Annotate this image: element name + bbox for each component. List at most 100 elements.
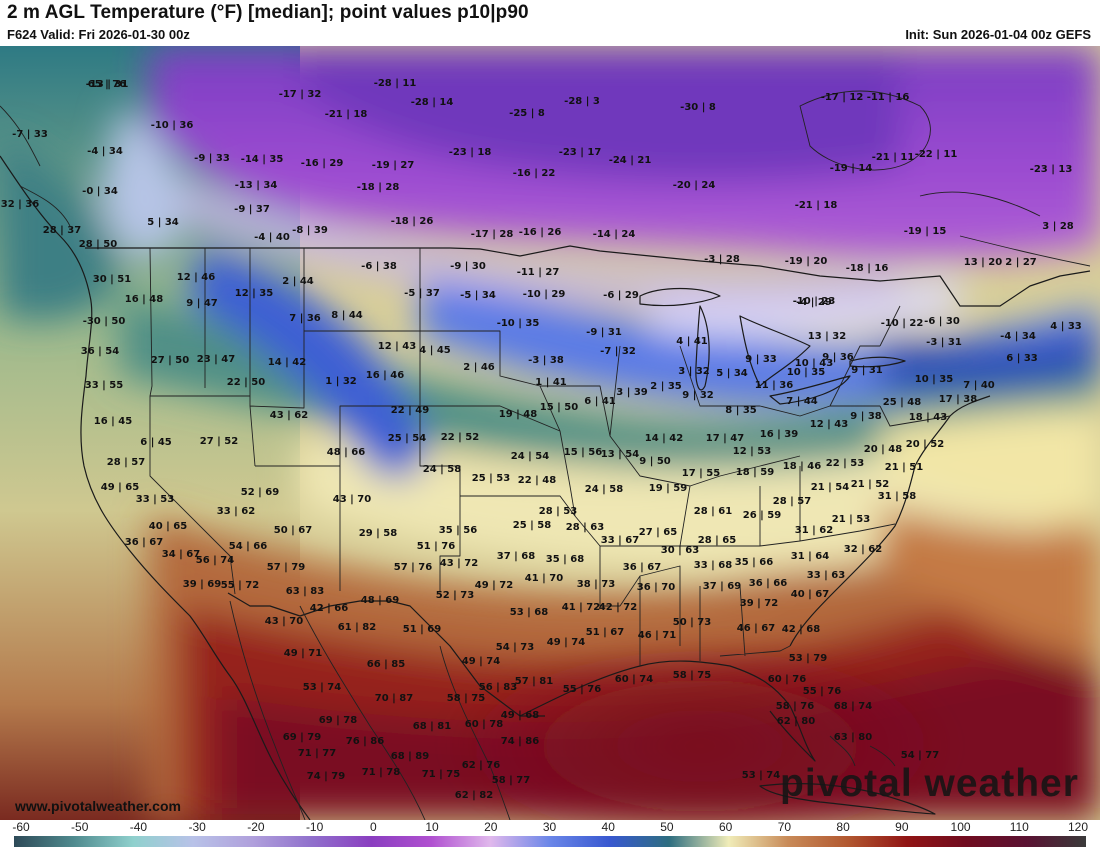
colorbar-tick: 0 <box>369 820 377 834</box>
point-value-label: 68 | 74 <box>834 701 872 712</box>
point-value-label: -10 | 23 <box>793 296 836 307</box>
point-value-label: 18 | 46 <box>783 461 821 472</box>
point-value-label: 58 | 76 <box>776 701 814 712</box>
point-value-label: 22 | 53 <box>826 458 864 469</box>
point-value-label: 17 | 55 <box>682 468 720 479</box>
point-value-label: -4 | 40 <box>254 232 290 243</box>
point-value-label: 16 | 46 <box>366 370 404 381</box>
colorbar-tick: 90 <box>895 820 909 834</box>
point-value-label: -9 | 31 <box>586 327 622 338</box>
point-value-label: -16 | 29 <box>301 158 344 169</box>
point-value-label: 35 | 66 <box>735 557 773 568</box>
point-value-label: 4 | 33 <box>1050 321 1082 332</box>
point-value-label: 33 | 62 <box>217 506 255 517</box>
point-value-label: -11 | 16 <box>867 92 910 103</box>
point-value-label: -17 | 32 <box>279 89 322 100</box>
point-value-label: 13 | 20 <box>964 257 1002 268</box>
temperature-map[interactable]: -13 | 31 -7 | 33 -10 | 36 -4 | 34 -9 | 33 -14… <box>0 46 1100 820</box>
point-value-label: -6 | 29 <box>603 290 639 301</box>
point-value-label: 8 | 35 <box>725 405 757 416</box>
point-value-label: 28 | 63 <box>566 522 604 533</box>
colorbar-tick: 40 <box>601 820 615 834</box>
colorbar-tick: 70 <box>777 820 792 834</box>
point-value-label: 16 | 39 <box>760 429 798 440</box>
point-value-label: 15 | 50 <box>540 402 578 413</box>
point-value-label: 9 | 38 <box>850 411 882 422</box>
point-value-label: 50 | 67 <box>274 525 312 536</box>
point-value-label: 53 | 74 <box>742 770 780 781</box>
point-value-label: 12 | 43 <box>378 341 416 352</box>
point-value-label: 20 | 48 <box>864 444 902 455</box>
point-value-label: 28 | 37 <box>43 225 81 236</box>
point-value-label: 43 | 62 <box>270 410 308 421</box>
point-value-label: 10 | 35 <box>787 367 825 378</box>
point-value-label: 27 | 65 <box>639 527 677 538</box>
site-url[interactable]: www.pivotalweather.com <box>15 798 181 814</box>
point-value-label: 18 | 43 <box>909 412 947 423</box>
point-value-label: -10 | 29 <box>523 289 566 300</box>
point-value-label: 5 | 34 <box>716 368 748 379</box>
colorbar-tick: 30 <box>542 820 557 834</box>
colorbar-tick: -60 <box>12 820 30 834</box>
point-value-label: 51 | 67 <box>586 627 624 638</box>
point-value-label: 12 | 43 <box>810 419 848 430</box>
point-value-label: 58 | 75 <box>673 670 711 681</box>
point-value-label: 4 | 41 <box>676 336 708 347</box>
point-value-label: 7 | 36 <box>289 313 321 324</box>
colorbar-tick: 110 <box>1009 820 1029 834</box>
point-value-label: 37 | 68 <box>497 551 535 562</box>
init-time-label: Init: Sun 2026-01-04 00z GEFS <box>905 27 1091 42</box>
point-value-label: -7 | 33 <box>12 129 48 140</box>
point-value-label: -11 | 27 <box>517 267 560 278</box>
point-value-label: 13 | 54 <box>601 449 639 460</box>
point-value-label: -25 | 8 <box>509 108 545 119</box>
point-value-label: -21 | 18 <box>795 200 838 211</box>
boundaries <box>0 90 1091 820</box>
point-value-label: 51 | 69 <box>403 624 441 635</box>
point-value-label: 25 | 48 <box>883 397 921 408</box>
point-value-label: 36 | 67 <box>623 562 661 573</box>
point-value-label: 42 | 66 <box>310 603 348 614</box>
point-value-label: 40 | 67 <box>791 589 829 600</box>
point-value-label: -3 | 38 <box>528 355 564 366</box>
point-value-label: 58 | 77 <box>492 775 530 786</box>
point-value-label: 24 | 58 <box>585 484 623 495</box>
point-value-label: 62 | 76 <box>462 760 500 771</box>
point-value-label: 24 | 54 <box>511 451 549 462</box>
map-canvas[interactable]: -13 | 31 -7 | 33 -10 | 36 -4 | 34 -9 | 33 -14… <box>0 46 1100 820</box>
point-value-label: 21 | 52 <box>851 479 889 490</box>
point-value-label: -24 | 21 <box>609 155 652 166</box>
point-value-label: 14 | 42 <box>268 357 306 368</box>
point-value-label: 29 | 58 <box>359 528 397 539</box>
point-value-label: -13 | 34 <box>235 180 278 191</box>
point-value-label: 36 | 67 <box>125 537 163 548</box>
point-value-label: 15 | 56 <box>564 447 602 458</box>
point-value-label: -23 | 13 <box>1030 164 1073 175</box>
point-value-label: 5 | 34 <box>147 217 179 228</box>
colorbar-tick: 120 <box>1067 820 1089 834</box>
point-value-label: 52 | 69 <box>241 487 279 498</box>
point-value-label: -30 | 8 <box>680 102 716 113</box>
point-value-label: 66 | 85 <box>367 659 405 670</box>
point-value-label: 71 | 75 <box>422 769 460 780</box>
colorbar-tick: 20 <box>484 820 498 834</box>
point-value-label: -3 | 28 <box>704 254 740 265</box>
point-value-label: -13 | 31 <box>86 79 129 90</box>
point-value-label: -28 | 11 <box>374 78 417 89</box>
point-value-label: 55 | 76 <box>563 684 601 695</box>
point-value-label: -22 | 11 <box>915 149 958 160</box>
point-value-label: 56 | 74 <box>196 555 234 566</box>
point-value-label: 74 | 79 <box>307 771 345 782</box>
point-value-label: 46 | 67 <box>737 623 775 634</box>
colorbar-tick: -40 <box>129 820 148 834</box>
point-value-label: 43 | 72 <box>440 558 478 569</box>
point-value-label: -4 | 29 <box>796 297 832 308</box>
point-value-label: 49 | 65 <box>101 482 139 493</box>
point-value-label: -16 | 26 <box>519 227 562 238</box>
point-value-label: -9 | 33 <box>194 153 230 164</box>
point-value-label: -21 | 18 <box>325 109 368 120</box>
point-value-label: 74 | 86 <box>501 736 539 747</box>
point-value-label: -5 | 34 <box>460 290 496 301</box>
point-value-label: -18 | 16 <box>846 263 889 274</box>
point-value-label: 39 | 72 <box>740 598 778 609</box>
